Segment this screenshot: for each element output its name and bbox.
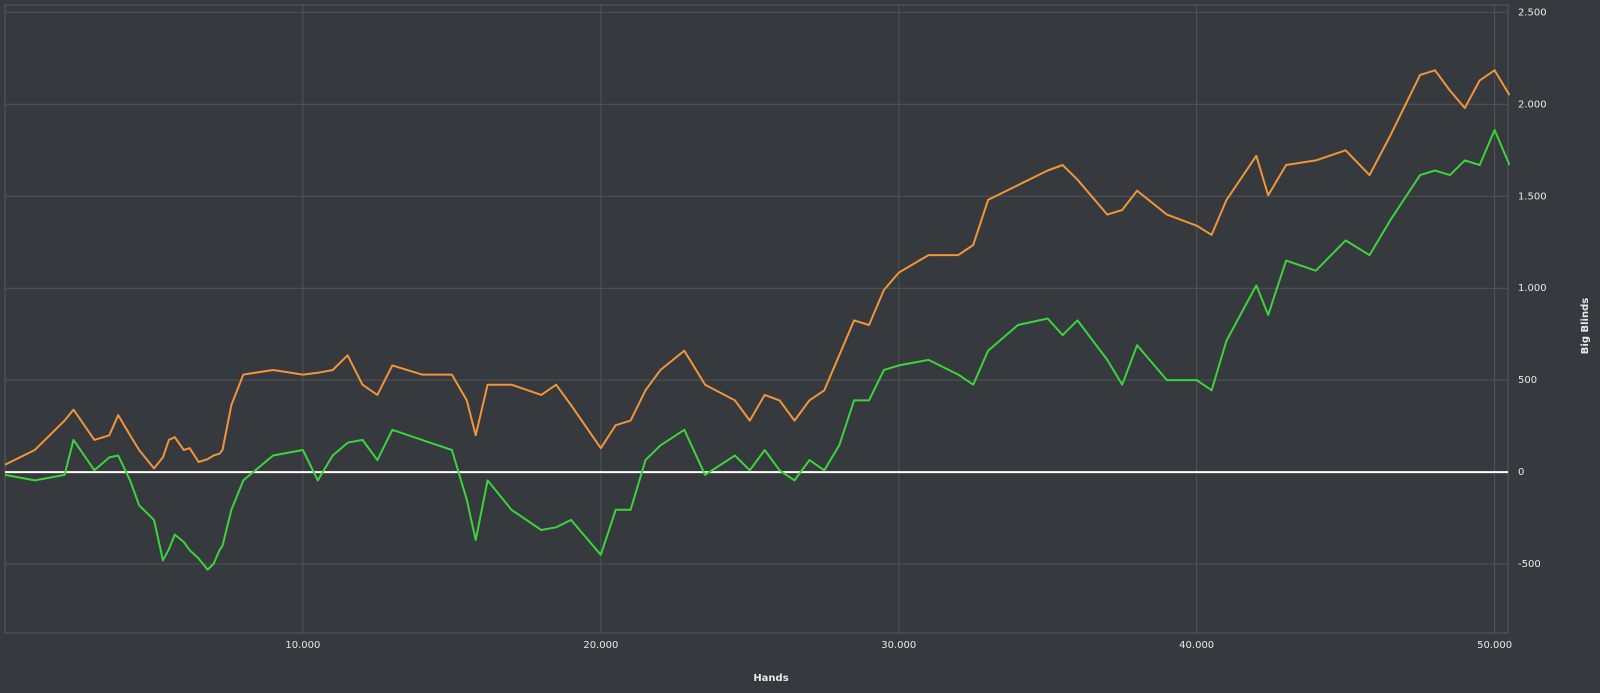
y-axis-label: Big Blinds (1580, 298, 1591, 354)
y-tick-label: 0 (1518, 467, 1524, 478)
y-tick-label: 2.500 (1518, 7, 1547, 18)
series-line (4, 69, 1511, 470)
x-tick-label: 40.000 (1179, 640, 1214, 651)
series-line (4, 129, 1511, 571)
x-tick-label: 10.000 (285, 640, 320, 651)
y-tick-label: 1.500 (1518, 191, 1547, 202)
y-tick-label: 1.000 (1518, 283, 1547, 294)
x-tick-label: 20.000 (583, 640, 618, 651)
y-tick-label: 2.000 (1518, 99, 1547, 110)
plot-area (4, 4, 1509, 634)
y-tick-label: -500 (1518, 559, 1541, 570)
x-axis-label: Hands (753, 673, 788, 684)
x-tick-label: 50.000 (1477, 640, 1512, 651)
x-tick-label: 30.000 (881, 640, 916, 651)
y-tick-label: 500 (1518, 375, 1537, 386)
